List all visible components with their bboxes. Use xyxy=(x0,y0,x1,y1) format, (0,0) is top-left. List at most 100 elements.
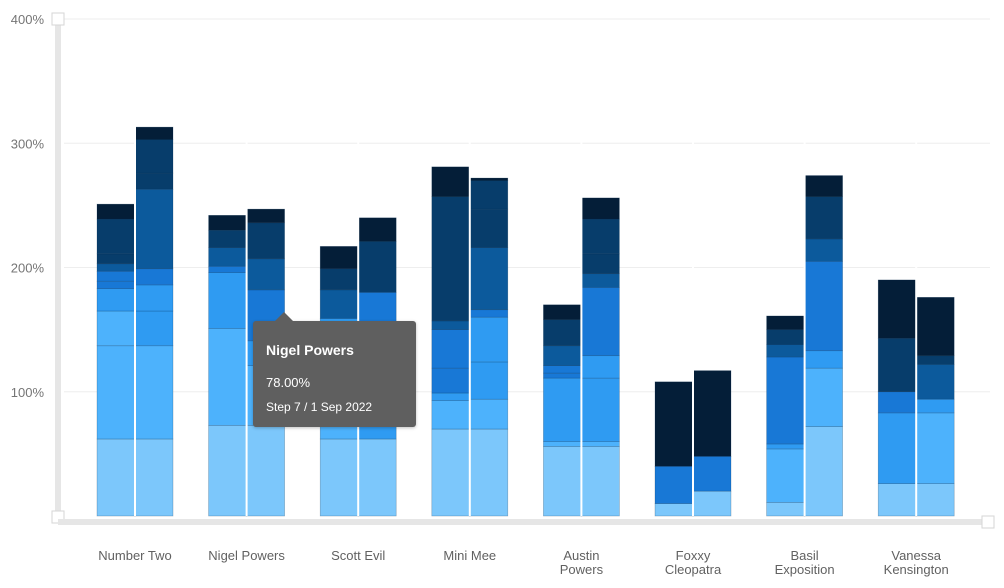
bar-segment[interactable] xyxy=(469,177,509,181)
bar-segment[interactable] xyxy=(692,456,732,492)
bar-segment[interactable] xyxy=(804,367,843,427)
bar-series[interactable] xyxy=(96,79,955,517)
bar-segment[interactable] xyxy=(581,253,620,275)
bar-segment[interactable] xyxy=(246,208,285,224)
bar-segment[interactable] xyxy=(581,218,620,255)
bar-segment[interactable] xyxy=(469,208,509,248)
bar-segment[interactable] xyxy=(804,426,843,517)
bar-segment[interactable] xyxy=(543,304,582,320)
bar-segment[interactable] xyxy=(208,424,247,517)
bar-segment[interactable] xyxy=(877,279,917,339)
bar-segment[interactable] xyxy=(134,172,174,190)
bar-segment[interactable] xyxy=(915,355,955,365)
bar-segment[interactable] xyxy=(319,268,359,291)
bar-segment[interactable] xyxy=(581,377,620,442)
bar-segment[interactable] xyxy=(134,438,174,517)
bar-segment[interactable] xyxy=(692,490,732,517)
bar-segment[interactable] xyxy=(319,246,359,270)
bar-segment[interactable] xyxy=(581,446,620,517)
bar-segment[interactable] xyxy=(877,391,917,414)
bar-segment[interactable] xyxy=(543,372,582,379)
bar-segment[interactable] xyxy=(208,229,247,248)
bar-segment[interactable] xyxy=(134,345,174,440)
bar-segment[interactable] xyxy=(692,370,732,457)
bar-segment[interactable] xyxy=(804,260,843,352)
bar-segment[interactable] xyxy=(804,350,843,369)
bar-segment[interactable] xyxy=(246,222,285,260)
bar-segment[interactable] xyxy=(543,441,582,447)
bar-segment[interactable] xyxy=(208,272,247,329)
bar-segment[interactable] xyxy=(469,247,509,311)
bar-segment[interactable] xyxy=(543,377,582,442)
bar-segment[interactable] xyxy=(469,428,509,517)
bar-segment[interactable] xyxy=(469,398,509,430)
bar-segment[interactable] xyxy=(431,329,471,369)
bar-segment[interactable] xyxy=(766,356,805,445)
bar-segment[interactable] xyxy=(766,502,805,517)
bar-segment[interactable] xyxy=(96,253,136,265)
bar-segment[interactable] xyxy=(208,328,247,426)
bar-segment[interactable] xyxy=(431,367,471,394)
bar-segment[interactable] xyxy=(469,180,509,210)
bar-segment[interactable] xyxy=(96,280,136,289)
bar-segment[interactable] xyxy=(96,263,136,272)
bar-segment[interactable] xyxy=(357,217,397,242)
bar-segment[interactable] xyxy=(654,503,694,517)
bar-segment[interactable] xyxy=(96,203,136,220)
bar-segment[interactable] xyxy=(431,196,471,322)
bar-segment[interactable] xyxy=(915,364,955,400)
bar-segment[interactable] xyxy=(581,287,620,357)
y-scroll-handle-top[interactable] xyxy=(51,12,65,26)
bar-segment[interactable] xyxy=(766,448,805,503)
bar-segment[interactable] xyxy=(96,345,136,440)
bar-segment[interactable] xyxy=(134,126,174,140)
bar-segment[interactable] xyxy=(915,483,955,517)
bar-segment[interactable] xyxy=(208,247,247,267)
bar-segment[interactable] xyxy=(431,428,471,517)
bar-segment[interactable] xyxy=(581,441,620,447)
bar-segment[interactable] xyxy=(915,398,955,414)
bar-segment[interactable] xyxy=(804,196,843,240)
bar-segment[interactable] xyxy=(654,465,694,504)
bar-segment[interactable] xyxy=(543,319,582,347)
bar-segment[interactable] xyxy=(804,175,843,197)
bar-segment[interactable] xyxy=(543,446,582,517)
bar-segment[interactable] xyxy=(357,241,397,293)
bar-segment[interactable] xyxy=(469,316,509,363)
bar-segment[interactable] xyxy=(246,424,285,517)
bar-segment[interactable] xyxy=(766,315,805,330)
bar-segment[interactable] xyxy=(766,344,805,358)
bar-segment[interactable] xyxy=(134,188,174,270)
bar-segment[interactable] xyxy=(208,265,247,273)
bar-segment[interactable] xyxy=(134,310,174,347)
bar-segment[interactable] xyxy=(319,438,359,517)
bar-segment[interactable] xyxy=(915,412,955,484)
bar-segment[interactable] xyxy=(134,139,174,174)
bar-segment[interactable] xyxy=(766,329,805,345)
bar-segment[interactable] xyxy=(877,483,917,517)
bar-segment[interactable] xyxy=(96,270,136,282)
bar-segment[interactable] xyxy=(877,412,917,484)
bar-segment[interactable] xyxy=(134,268,174,286)
bar-segment[interactable] xyxy=(96,438,136,517)
bar-segment[interactable] xyxy=(766,443,805,450)
bar-segment[interactable] xyxy=(208,215,247,231)
bar-segment[interactable] xyxy=(431,320,471,330)
bar-segment[interactable] xyxy=(543,365,582,374)
bar-segment[interactable] xyxy=(804,238,843,262)
bar-segment[interactable] xyxy=(581,197,620,220)
bar-segment[interactable] xyxy=(915,297,955,357)
bar-segment[interactable] xyxy=(431,392,471,401)
bar-segment[interactable] xyxy=(431,400,471,430)
bar-segment[interactable] xyxy=(469,361,509,400)
bar-segment[interactable] xyxy=(357,438,397,517)
bar-segment[interactable] xyxy=(246,258,285,291)
bar-segment[interactable] xyxy=(543,345,582,366)
bar-segment[interactable] xyxy=(319,289,359,319)
bar-segment[interactable] xyxy=(877,338,917,393)
bar-segment[interactable] xyxy=(96,310,136,347)
bar-segment[interactable] xyxy=(581,355,620,379)
bar-segment[interactable] xyxy=(431,166,471,197)
bar-segment[interactable] xyxy=(96,218,136,255)
bar-segment[interactable] xyxy=(581,273,620,288)
